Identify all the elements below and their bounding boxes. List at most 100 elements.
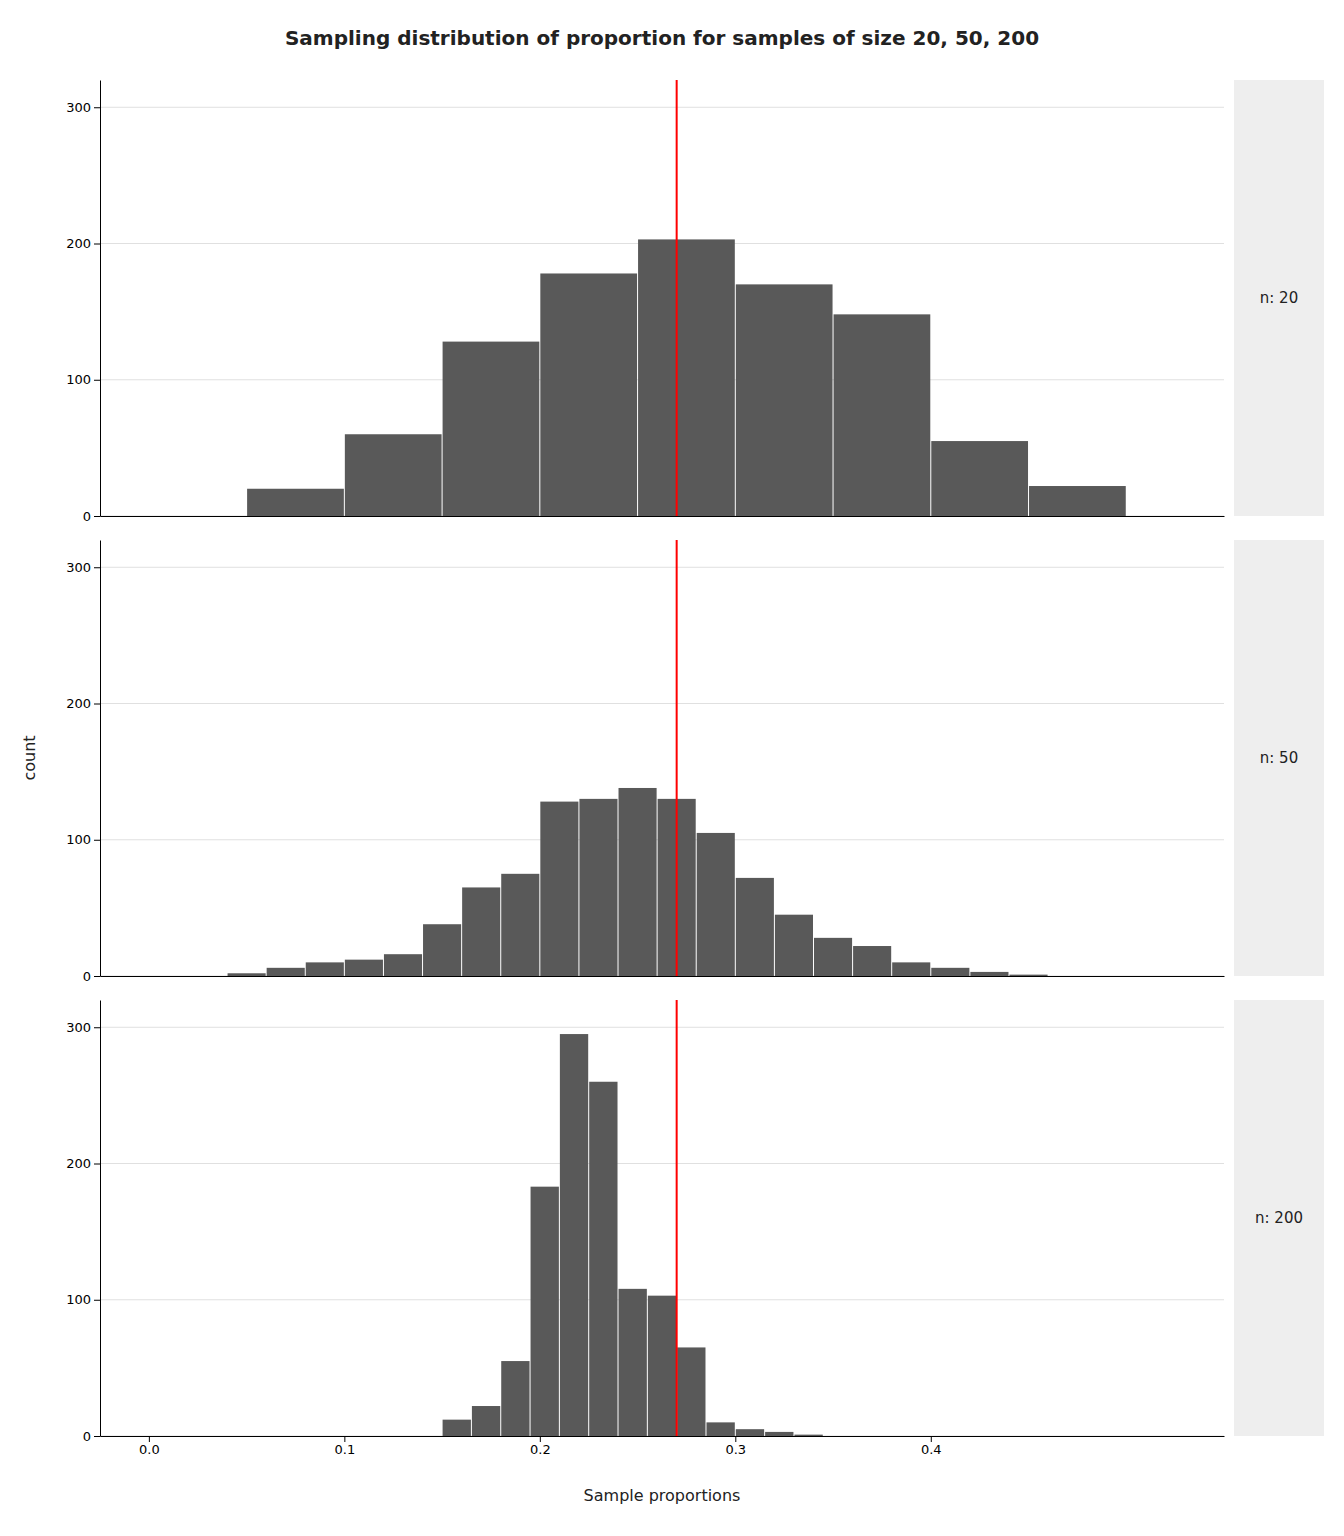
bar	[794, 1435, 822, 1436]
y-tick-mark	[94, 107, 100, 108]
chart-svg: Sampling distribution of proportion for …	[0, 0, 1344, 1536]
y-tick: 0	[83, 1429, 100, 1444]
reference-line	[676, 80, 678, 516]
y-tick: 200	[66, 236, 100, 251]
bar	[501, 874, 539, 976]
y-tick-label: 300	[66, 1020, 91, 1035]
bar	[736, 1429, 764, 1436]
x-axis-title: Sample proportions	[584, 1486, 741, 1505]
bar	[853, 946, 891, 976]
bar	[540, 802, 578, 976]
x-axis: 0.0 0.1 0.2 0.3 0.4	[101, 1436, 1225, 1457]
bar	[619, 788, 657, 976]
y-tick-label: 100	[66, 372, 91, 387]
reference-line	[676, 1000, 678, 1436]
y-tick-mark	[94, 244, 100, 245]
bar	[638, 239, 735, 516]
bar	[1029, 486, 1126, 516]
bar	[560, 1034, 588, 1436]
bar	[462, 887, 500, 976]
y-tick-label: 100	[66, 1292, 91, 1307]
bar	[892, 962, 930, 976]
y-tick-mark	[94, 380, 100, 381]
bar	[1009, 975, 1047, 976]
y-axis: 0 100 200 300	[66, 1001, 100, 1444]
y-tick-mark	[94, 1164, 100, 1165]
x-tick-label: 0.1	[335, 1442, 356, 1457]
bar	[423, 924, 461, 976]
bar	[736, 284, 833, 516]
bar	[931, 968, 969, 976]
y-axis: 0100200300	[66, 541, 100, 984]
grid-line-y	[100, 567, 1224, 568]
bar	[970, 972, 1008, 976]
y-tick-label: 300	[66, 560, 91, 575]
facet-label: n: 20	[1260, 289, 1298, 307]
y-tick-mark	[94, 516, 100, 517]
facet-label: n: 200	[1255, 1209, 1303, 1227]
y-tick: 300	[66, 560, 100, 575]
bar	[531, 1187, 559, 1436]
y-tick: 100	[66, 372, 100, 387]
y-tick-mark	[94, 704, 100, 705]
y-axis-line	[100, 81, 101, 517]
y-tick-mark	[94, 1027, 100, 1028]
bar	[540, 273, 637, 516]
reference-line	[676, 540, 678, 976]
x-tick-label: 0.0	[139, 1442, 160, 1457]
y-tick-mark	[94, 840, 100, 841]
x-tick-label: 0.2	[530, 1442, 551, 1457]
bar	[345, 960, 383, 976]
grid-line-y	[100, 703, 1224, 704]
y-axis-title: count	[20, 735, 39, 780]
y-tick-label: 200	[66, 1156, 91, 1171]
bar	[501, 1361, 529, 1436]
x-tick: 0.2	[530, 1436, 551, 1457]
panel: 0 100 200 300 0.0 0.1 0.2 0.3 0.4 n: 200	[66, 1000, 1324, 1457]
x-axis	[101, 976, 1225, 977]
grid-line-y	[100, 1163, 1224, 1164]
bar	[384, 954, 422, 976]
grid-line-y	[100, 107, 1224, 108]
plot-area	[443, 1000, 823, 1436]
x-tick: 0.3	[725, 1436, 746, 1457]
y-axis-line	[100, 1001, 101, 1437]
bar	[589, 1082, 617, 1436]
bar	[814, 938, 852, 976]
x-tick-mark	[149, 1436, 150, 1442]
x-axis-line	[101, 976, 1225, 977]
grid	[100, 107, 1224, 516]
plot-area	[247, 80, 1126, 516]
bar	[697, 833, 735, 976]
facet-label: n: 50	[1260, 749, 1298, 767]
x-tick: 0.1	[335, 1436, 356, 1457]
x-tick-mark	[344, 1436, 345, 1442]
y-tick: 100	[66, 1292, 100, 1307]
x-tick-label: 0.3	[725, 1442, 746, 1457]
bar	[619, 1289, 647, 1436]
y-tick: 300	[66, 1020, 100, 1035]
y-tick-label: 200	[66, 696, 91, 711]
panel: 0100200300n: 20	[66, 80, 1324, 524]
bar	[247, 489, 344, 516]
grid	[100, 567, 1224, 976]
y-axis-line	[100, 541, 101, 977]
x-tick-mark	[931, 1436, 932, 1442]
chart-title: Sampling distribution of proportion for …	[285, 26, 1039, 50]
y-tick-label: 300	[66, 100, 91, 115]
bar	[706, 1422, 734, 1436]
x-tick-label: 0.4	[921, 1442, 942, 1457]
y-tick-mark	[94, 1300, 100, 1301]
y-tick: 100	[66, 832, 100, 847]
y-tick-mark	[94, 976, 100, 977]
y-tick-mark	[94, 567, 100, 568]
bar	[443, 342, 540, 516]
y-axis: 0100200300	[66, 81, 100, 524]
y-tick: 200	[66, 696, 100, 711]
bar	[267, 968, 305, 976]
x-tick: 0.0	[139, 1436, 160, 1457]
bar	[345, 434, 442, 516]
y-tick-label: 0	[83, 1429, 91, 1444]
bar	[306, 962, 344, 976]
y-tick-label: 200	[66, 236, 91, 251]
